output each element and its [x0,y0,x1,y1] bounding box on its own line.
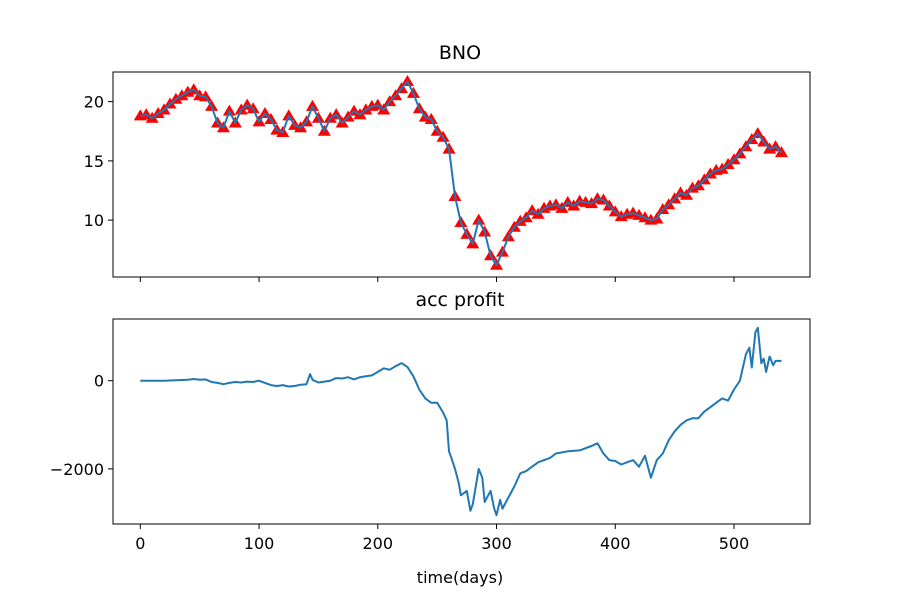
profit-x-tick-label: 500 [719,534,750,553]
profit-plot-area [140,326,782,517]
profit-x-ticks: 0 100 200 300 400 500 [135,524,749,553]
profit-y-tick-label: 0 [94,372,104,391]
profit-series-line [140,326,782,517]
profit-y-ticks: −2000 0 [50,372,113,479]
profit-chart-title: acc profit [415,289,504,311]
price-y-tick-label: 10 [84,211,104,230]
price-y-tick-label: 20 [84,93,104,112]
price-triangle-marker [305,99,319,111]
profit-x-tick-label: 300 [481,534,512,553]
profit-x-tick-label: 400 [600,534,631,553]
profit-axes-frame [112,318,811,525]
profit-x-tick-label: 0 [135,534,145,553]
price-triangle-marker [258,106,272,119]
price-chart-title: BNO [439,42,481,64]
profit-y-tick-label: −2000 [50,460,104,479]
profit-subplot: acc profit −2000 0 0 100 200 300 400 500 time(… [50,289,811,587]
price-y-tick-label: 15 [84,152,104,171]
price-x-ticks [139,277,735,282]
x-axis-label: time(days) [417,568,503,587]
price-subplot: BNO 10 15 20 [84,42,811,282]
profit-x-tick-label: 200 [363,534,394,553]
price-series-line [140,80,783,267]
price-y-ticks: 10 15 20 [84,93,113,230]
price-plot-area [133,74,789,270]
price-axes-frame [112,71,811,278]
profit-x-tick-label: 100 [244,534,275,553]
